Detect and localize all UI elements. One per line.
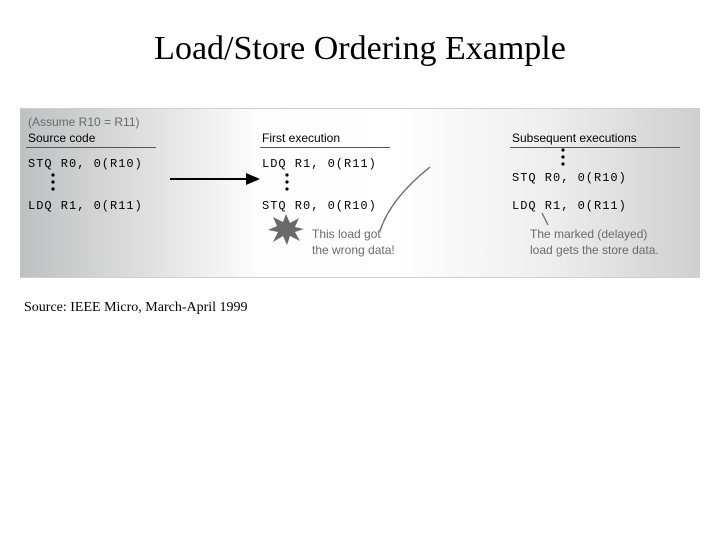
source-citation: Source: IEEE Micro, March-April 1999: [24, 300, 248, 316]
ellipsis-dots-icon: [50, 172, 56, 196]
header-subseq: Subsequent executions: [512, 131, 637, 145]
note-line: The marked (delayed): [530, 227, 647, 241]
note-line: This load got: [312, 227, 381, 241]
code-line: STQ R0, 0(R10): [512, 171, 627, 185]
code-line: LDQ R1, 0(R11): [262, 157, 377, 171]
code-line: LDQ R1, 0(R11): [28, 199, 143, 213]
divider: [26, 147, 156, 148]
ellipsis-dots-icon: [560, 147, 566, 171]
code-line: LDQ R1, 0(R11): [512, 199, 627, 213]
assumption-text: (Assume R10 = R11): [28, 115, 140, 129]
diagram-panel: (Assume R10 = R11) Source code First exe…: [20, 108, 700, 278]
slide-title: Load/Store Ordering Example: [0, 30, 720, 68]
connector-curve-icon: [380, 159, 460, 239]
code-line: STQ R0, 0(R10): [28, 157, 143, 171]
divider: [260, 147, 390, 148]
note-line: the wrong data!: [312, 243, 395, 257]
header-first: First execution: [262, 131, 340, 145]
arrow-right-icon: [170, 169, 262, 189]
burst-icon: [268, 213, 304, 245]
code-line: STQ R0, 0(R10): [262, 199, 377, 213]
ellipsis-dots-icon: [284, 172, 290, 196]
divider: [510, 147, 680, 148]
note-line: load gets the store data.: [530, 243, 659, 257]
header-source: Source code: [28, 131, 95, 145]
